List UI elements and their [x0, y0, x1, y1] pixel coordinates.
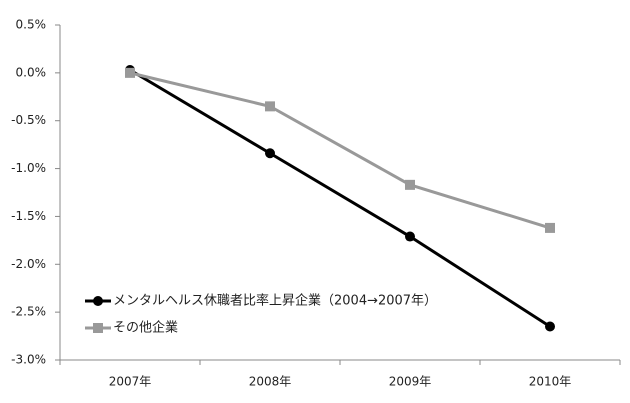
- y-tick-label: 0.0%: [16, 65, 47, 79]
- marker: [545, 321, 555, 332]
- legend-label: メンタルヘルス休職者比率上昇企業（2004→2007年）: [113, 293, 437, 309]
- y-tick-label: -2.5%: [11, 305, 46, 319]
- y-tick-label: -1.5%: [11, 209, 46, 223]
- x-tick-label: 2010年: [529, 375, 572, 389]
- marker: [265, 101, 275, 112]
- y-tick-label: -2.0%: [11, 257, 46, 271]
- marker: [405, 231, 415, 242]
- y-tick-label: -0.5%: [11, 113, 46, 127]
- marker: [265, 148, 275, 159]
- legend-label: その他企業: [113, 320, 178, 336]
- line: [129, 68, 551, 328]
- x-tick-label: 2007年: [109, 375, 152, 389]
- legend-marker: [93, 296, 103, 306]
- x-tick-label: 2008年: [249, 375, 292, 389]
- marker: [125, 67, 135, 78]
- x-tick-label: 2009年: [389, 375, 432, 389]
- y-tick-label: 0.5%: [16, 18, 47, 32]
- marker: [545, 222, 555, 233]
- y-tick-label: -1.0%: [11, 161, 46, 175]
- y-tick-label: -3.0%: [11, 353, 46, 367]
- line: [129, 71, 551, 230]
- legend-marker: [93, 323, 103, 333]
- marker: [405, 179, 415, 190]
